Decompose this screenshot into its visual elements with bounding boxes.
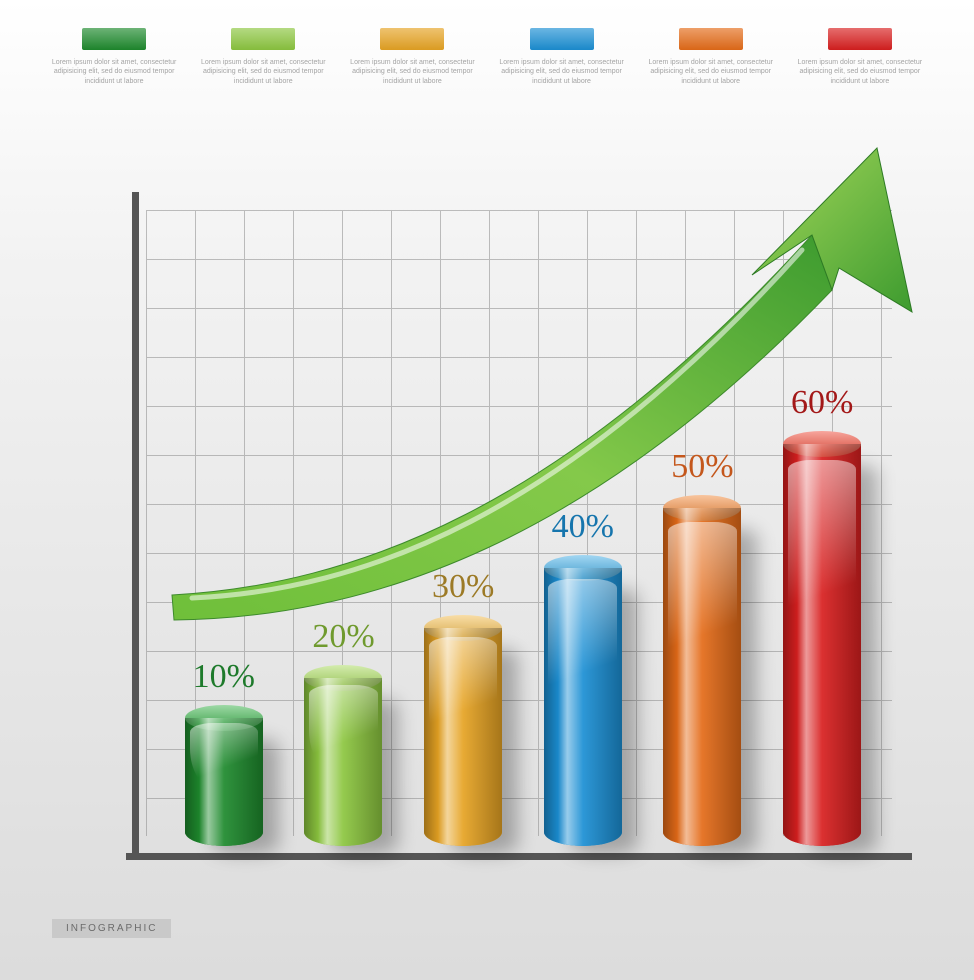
legend-text-2: Lorem ipsum dolor sit amet, consectetur … (198, 58, 328, 86)
bar-3: 30% (420, 568, 506, 846)
legend-text-5: Lorem ipsum dolor sit amet, consectetur … (646, 58, 776, 86)
bar-label-3: 30% (432, 568, 494, 606)
bar-cylinder-2 (304, 678, 382, 846)
bar-2: 20% (300, 618, 386, 846)
legend-item-3: Lorem ipsum dolor sit amet, consectetur … (347, 28, 477, 86)
bar-label-1: 10% (193, 658, 255, 696)
legend-swatch-4 (530, 28, 594, 50)
legend-swatch-5 (679, 28, 743, 50)
bar-cylinder-3 (424, 628, 502, 846)
bar-4: 40% (540, 508, 626, 846)
legend-text-6: Lorem ipsum dolor sit amet, consectetur … (795, 58, 925, 86)
bar-1: 10% (181, 658, 267, 846)
legend-text-1: Lorem ipsum dolor sit amet, consectetur … (49, 58, 179, 86)
legend-swatch-2 (231, 28, 295, 50)
bars-container: 10% 20% 30% 40% 50% (164, 206, 882, 846)
bar-cylinder-4 (544, 568, 622, 846)
bar-cylinder-1 (185, 718, 263, 846)
bar-label-2: 20% (312, 618, 374, 656)
bar-5: 50% (659, 448, 745, 846)
x-axis (126, 853, 912, 860)
legend-text-3: Lorem ipsum dolor sit amet, consectetur … (347, 58, 477, 86)
legend-swatch-3 (380, 28, 444, 50)
y-axis (132, 192, 139, 856)
legend-swatch-1 (82, 28, 146, 50)
legend-item-6: Lorem ipsum dolor sit amet, consectetur … (795, 28, 925, 86)
bar-label-5: 50% (671, 448, 733, 486)
legend-item-1: Lorem ipsum dolor sit amet, consectetur … (49, 28, 179, 86)
legend-item-5: Lorem ipsum dolor sit amet, consectetur … (646, 28, 776, 86)
legend-row: Lorem ipsum dolor sit amet, consectetur … (0, 28, 974, 86)
legend-swatch-6 (828, 28, 892, 50)
legend-item-2: Lorem ipsum dolor sit amet, consectetur … (198, 28, 328, 86)
chart-area: 10% 20% 30% 40% 50% (132, 210, 872, 850)
footer-label: INFOGRAPHIC (52, 919, 171, 938)
legend-text-4: Lorem ipsum dolor sit amet, consectetur … (497, 58, 627, 86)
bar-cylinder-6 (783, 444, 861, 846)
legend-item-4: Lorem ipsum dolor sit amet, consectetur … (497, 28, 627, 86)
bar-label-6: 60% (791, 384, 853, 422)
bar-cylinder-5 (663, 508, 741, 846)
bar-label-4: 40% (552, 508, 614, 546)
bar-6: 60% (779, 384, 865, 846)
